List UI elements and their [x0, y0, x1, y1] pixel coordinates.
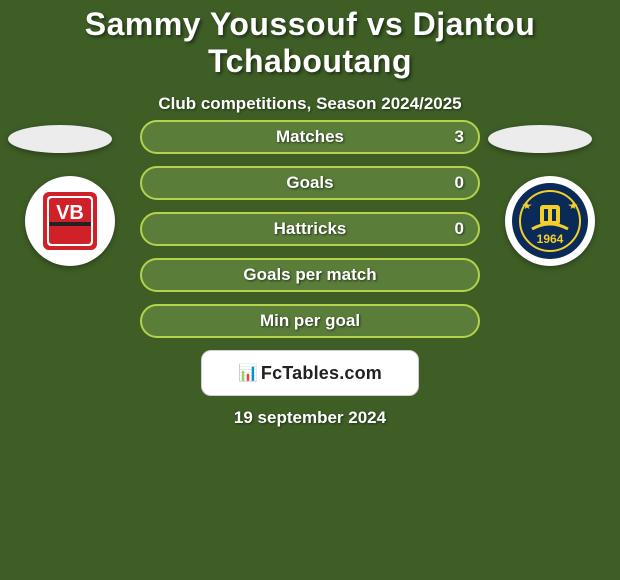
page-subtitle: Club competitions, Season 2024/2025 [0, 80, 620, 114]
player-right-avatar-placeholder [488, 125, 592, 153]
stat-label: Goals [286, 173, 333, 193]
stat-right-value: 0 [455, 219, 464, 239]
stat-row-min-per-goal: Min per goal [140, 304, 480, 338]
watermark-text: FcTables.com [261, 363, 382, 384]
stats-table: Matches 3 Goals 0 Hattricks 0 Goals per … [140, 120, 480, 350]
footer-date: 19 september 2024 [0, 408, 620, 428]
page-title: Sammy Youssouf vs Djantou Tchaboutang [0, 0, 620, 80]
stat-label: Matches [276, 127, 344, 147]
club-left-letters: VB [56, 202, 84, 224]
club-left-badge-svg: VB [35, 186, 105, 256]
player-left-avatar-placeholder [8, 125, 112, 153]
stat-row-hattricks: Hattricks 0 [140, 212, 480, 246]
comparison-card: Sammy Youssouf vs Djantou Tchaboutang Cl… [0, 0, 620, 580]
stat-label: Goals per match [243, 265, 376, 285]
bar-chart-icon: 📊 [238, 363, 258, 383]
stat-row-matches: Matches 3 [140, 120, 480, 154]
club-left-badge: VB [25, 176, 115, 266]
club-right-year: 1964 [537, 232, 564, 246]
stat-row-goals: Goals 0 [140, 166, 480, 200]
stat-right-value: 0 [455, 173, 464, 193]
stat-label: Hattricks [274, 219, 347, 239]
club-right-badge: 1964 [505, 176, 595, 266]
club-right-badge-svg: 1964 [510, 181, 590, 261]
stat-label: Min per goal [260, 311, 360, 331]
stat-row-goals-per-match: Goals per match [140, 258, 480, 292]
watermark: 📊 FcTables.com [201, 350, 419, 396]
stat-right-value: 3 [455, 127, 464, 147]
